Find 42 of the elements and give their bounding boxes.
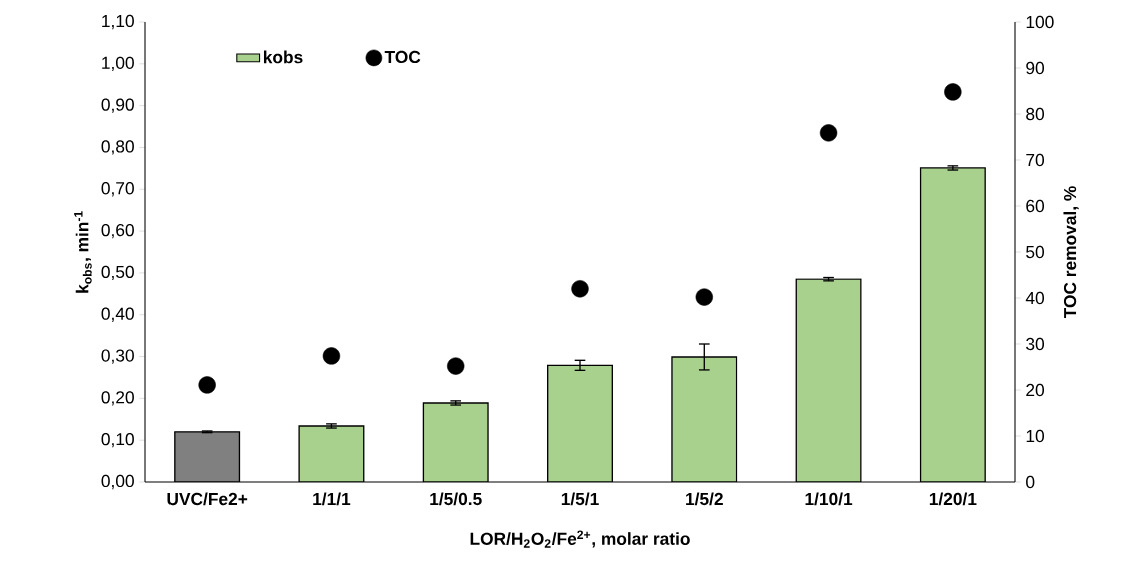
x-tick-label: 1/5/2: [686, 492, 723, 506]
legend-label: TOC: [384, 50, 421, 64]
y2-tick-label: 50: [1026, 245, 1045, 259]
y-tick-label: 0,30: [101, 349, 134, 364]
point: [447, 357, 465, 375]
x-tick-label: 1/5/0.5: [430, 492, 482, 506]
y2-axis-title: TOC removal, %: [1063, 186, 1079, 319]
point: [571, 280, 589, 298]
y-tick-label: 0,50: [101, 265, 134, 281]
y2-tick-label: 30: [1026, 337, 1045, 351]
y-tick-label: 0,10: [101, 433, 134, 448]
y-tick-label: 1,10: [102, 14, 134, 30]
y2-tick-label: 20: [1026, 383, 1045, 397]
y-tick-label: 1,00: [102, 56, 134, 71]
y2-tick-label: 40: [1025, 291, 1045, 305]
point: [322, 347, 341, 365]
point: [944, 83, 962, 101]
x-axis-title: LOR/H$_{2}$O$_{2}$/Fe$^{2+}$, molar ratio: [470, 530, 690, 548]
y-tick-label: 0,40: [101, 307, 134, 322]
y2-tick-label: 70: [1026, 153, 1045, 167]
y2-tick-label: 90: [1026, 61, 1045, 75]
x-tick-label: UVC/Fe2+: [167, 492, 248, 506]
x-tick-label: 1/1/1: [313, 492, 351, 506]
y-axis-title: k$_{obs}$, min$^{-1}$: [74, 211, 92, 293]
y-tick-label: 0,00: [101, 474, 134, 490]
y2-tick-label: 0: [1026, 475, 1035, 489]
legend-label: kobs: [263, 50, 303, 64]
y-tick-label: 0,20: [101, 391, 134, 406]
y-tick-label: 0,80: [101, 140, 134, 155]
y-tick-label: 0,70: [101, 182, 134, 197]
point: [198, 376, 216, 394]
y2-tick-label: 100: [1026, 15, 1054, 29]
y2-tick-label: 60: [1026, 199, 1045, 213]
x-tick-label: 1/10/1: [805, 492, 853, 506]
y-tick-label: 0,90: [101, 98, 134, 113]
y2-tick-label: 80: [1026, 107, 1045, 121]
y-tick-label: 0,60: [101, 223, 134, 239]
point: [819, 124, 838, 142]
x-tick-label: 1/5/1: [561, 492, 599, 506]
point: [695, 288, 713, 306]
y2-tick-label: 10: [1026, 429, 1045, 443]
x-tick-label: 1/20/1: [929, 492, 977, 506]
